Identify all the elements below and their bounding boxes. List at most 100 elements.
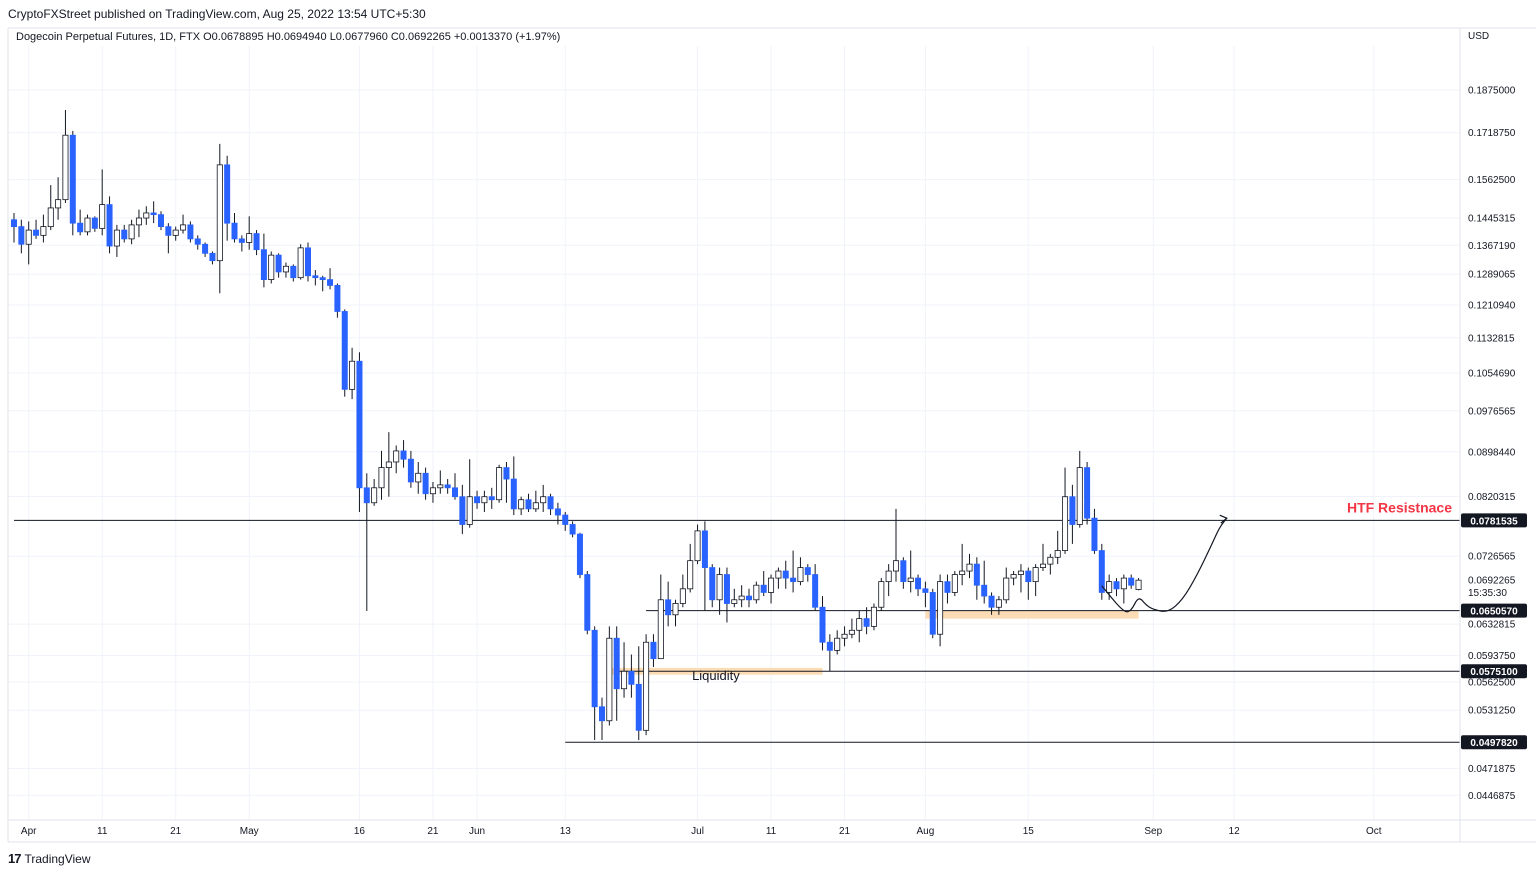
candle[interactable] xyxy=(591,626,598,741)
candle[interactable] xyxy=(834,630,841,655)
candle[interactable] xyxy=(1047,553,1054,575)
candle[interactable] xyxy=(84,214,91,236)
candle[interactable] xyxy=(437,470,444,494)
candle[interactable] xyxy=(1003,567,1010,604)
candle[interactable] xyxy=(701,521,708,612)
candle[interactable] xyxy=(180,214,187,234)
candle[interactable] xyxy=(481,490,488,512)
candle[interactable] xyxy=(400,440,407,468)
candle[interactable] xyxy=(1084,461,1091,525)
candle[interactable] xyxy=(518,496,525,516)
candle[interactable] xyxy=(995,596,1002,615)
candle[interactable] xyxy=(25,221,32,265)
candle[interactable] xyxy=(209,251,216,265)
candle[interactable] xyxy=(621,642,628,698)
candle[interactable] xyxy=(900,557,907,589)
candle[interactable] xyxy=(525,493,532,512)
candle[interactable] xyxy=(576,532,583,579)
candle[interactable] xyxy=(474,490,481,509)
candle[interactable] xyxy=(797,557,804,586)
candle[interactable] xyxy=(349,347,356,400)
candle[interactable] xyxy=(540,484,547,512)
candle[interactable] xyxy=(297,244,304,280)
candle[interactable] xyxy=(128,219,135,245)
candle[interactable] xyxy=(451,473,458,500)
candle[interactable] xyxy=(1069,484,1076,544)
candle[interactable] xyxy=(856,611,863,643)
candle[interactable] xyxy=(760,571,767,597)
candle[interactable] xyxy=(121,224,128,243)
candle[interactable] xyxy=(981,560,988,604)
candle[interactable] xyxy=(951,571,958,597)
candle[interactable] xyxy=(1040,543,1047,572)
candle[interactable] xyxy=(363,473,370,612)
candle[interactable] xyxy=(606,626,613,726)
candle[interactable] xyxy=(738,585,745,608)
candle[interactable] xyxy=(988,592,995,615)
candle[interactable] xyxy=(216,143,223,294)
candle[interactable] xyxy=(69,130,76,236)
candle[interactable] xyxy=(1076,450,1083,528)
candle[interactable] xyxy=(334,283,341,318)
candle[interactable] xyxy=(459,484,466,535)
candle[interactable] xyxy=(194,235,201,250)
candle[interactable] xyxy=(893,508,900,582)
candle[interactable] xyxy=(466,459,473,528)
candle[interactable] xyxy=(371,479,378,506)
candle[interactable] xyxy=(113,224,120,257)
candle[interactable] xyxy=(878,578,885,612)
candle[interactable] xyxy=(915,574,922,597)
tradingview-logo[interactable]: 17 TradingView xyxy=(8,851,91,866)
candle[interactable] xyxy=(40,214,47,243)
candle[interactable] xyxy=(959,543,966,586)
candle[interactable] xyxy=(55,177,62,220)
candle[interactable] xyxy=(327,268,334,290)
candle[interactable] xyxy=(319,275,326,292)
candle[interactable] xyxy=(1062,467,1069,554)
candle[interactable] xyxy=(937,574,944,647)
candle[interactable] xyxy=(312,270,319,286)
candle[interactable] xyxy=(562,511,569,531)
candle[interactable] xyxy=(135,209,142,238)
candle[interactable] xyxy=(1106,574,1113,600)
candle[interactable] xyxy=(973,557,980,600)
candle[interactable] xyxy=(643,634,650,736)
candle[interactable] xyxy=(47,185,54,231)
candle[interactable] xyxy=(812,564,819,612)
candle[interactable] xyxy=(253,230,260,256)
candle[interactable] xyxy=(944,574,951,604)
candles[interactable] xyxy=(10,109,1142,741)
candle[interactable] xyxy=(679,574,686,608)
candle[interactable] xyxy=(393,445,400,474)
candle[interactable] xyxy=(966,553,973,579)
candle[interactable] xyxy=(650,634,657,668)
candle[interactable] xyxy=(260,233,267,288)
candle[interactable] xyxy=(150,201,157,224)
candle[interactable] xyxy=(268,251,275,284)
candle[interactable] xyxy=(275,253,282,278)
candle[interactable] xyxy=(202,242,209,257)
candle[interactable] xyxy=(554,502,561,525)
candle[interactable] xyxy=(753,581,760,604)
candle[interactable] xyxy=(672,599,679,627)
candle[interactable] xyxy=(863,607,870,635)
candle[interactable] xyxy=(496,464,503,503)
candle[interactable] xyxy=(246,216,253,250)
candle[interactable] xyxy=(77,209,84,236)
candle[interactable] xyxy=(422,467,429,500)
candle[interactable] xyxy=(1091,508,1098,554)
candle[interactable] xyxy=(1120,574,1127,604)
candle[interactable] xyxy=(841,626,848,647)
candle[interactable] xyxy=(18,219,25,254)
candle[interactable] xyxy=(62,109,69,203)
candle[interactable] xyxy=(1032,564,1039,597)
candle[interactable] xyxy=(1010,571,1017,586)
candle[interactable] xyxy=(885,564,892,597)
candle[interactable] xyxy=(907,550,914,593)
candle[interactable] xyxy=(356,352,363,512)
candle[interactable] xyxy=(569,521,576,538)
candle[interactable] xyxy=(1098,543,1105,600)
candle[interactable] xyxy=(444,479,451,494)
candle[interactable] xyxy=(1113,578,1120,597)
